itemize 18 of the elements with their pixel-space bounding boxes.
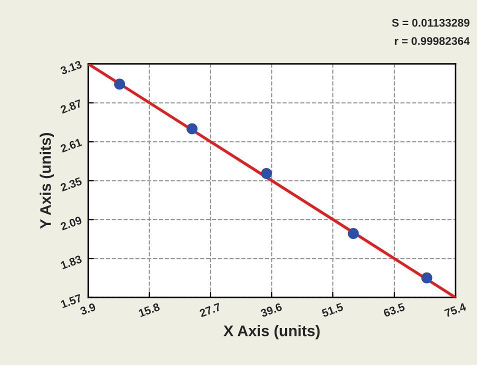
x-tick-label: 75.4 [444, 302, 467, 318]
x-tick-label: 39.6 [260, 302, 282, 318]
y-tick-label: 2.09 [60, 216, 82, 231]
text: r = 0.99982364 [394, 37, 470, 45]
x-tick-label: 15.8 [138, 302, 160, 318]
text: S = 0.01133289 [392, 18, 470, 27]
x-tick-label: 3.9 [80, 302, 96, 316]
y-tick-label: 2.35 [60, 177, 82, 192]
x-tick-label: 51.5 [321, 302, 344, 318]
x-tick-label: 63.5 [382, 302, 406, 318]
x-tick-label: 27.7 [199, 302, 222, 318]
y-tick-label: 2.87 [60, 99, 82, 114]
y-tick-label: 1.57 [60, 294, 82, 308]
y-tick-label: 2.61 [60, 138, 82, 153]
y-axis-title: Y Axis (units) [40, 133, 54, 229]
y-tick-label: 3.13 [60, 60, 82, 75]
y-tick-label: 1.83 [60, 254, 82, 270]
x-axis-title: X Axis (units) [224, 325, 320, 340]
